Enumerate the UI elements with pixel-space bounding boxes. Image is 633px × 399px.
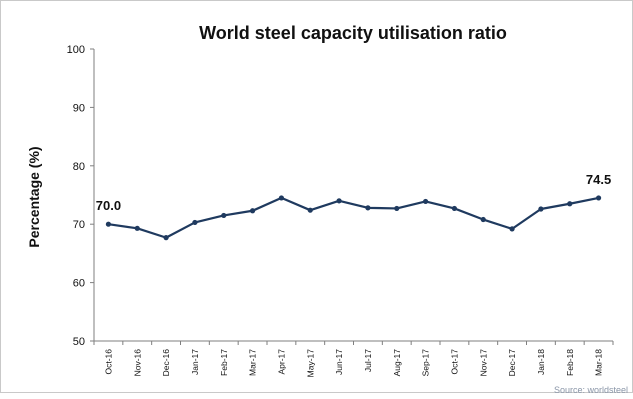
data-point (451, 205, 458, 212)
x-tick-label: Nov-17 (478, 349, 488, 377)
y-tick-label: 80 (73, 161, 85, 173)
y-tick-label: 50 (73, 336, 85, 348)
data-point (278, 195, 285, 201)
data-point (249, 208, 256, 214)
source-note: Source: worldsteel (554, 385, 628, 394)
series-line (108, 196, 599, 239)
data-label: 70.0 (96, 198, 121, 213)
data-point (394, 205, 400, 212)
x-tick-label: May-17 (305, 349, 315, 378)
x-tick-label: Jan-17 (190, 349, 200, 375)
data-label: 74.5 (586, 172, 611, 187)
data-point (509, 226, 515, 232)
x-tick-label: Feb-17 (219, 349, 229, 376)
data-point (422, 198, 429, 205)
data-point (365, 205, 371, 211)
x-tick-label: Feb-18 (565, 349, 575, 376)
x-tick-label: Aug-17 (392, 349, 402, 377)
data-labels: 70.0 74.5 (96, 172, 611, 213)
x-tick-label: Jul-17 (363, 349, 373, 372)
x-tick-label: Oct-16 (103, 349, 113, 375)
data-point (192, 219, 198, 226)
chart-title: World steel capacity utilisation ratio (199, 23, 507, 43)
data-point (567, 201, 573, 207)
x-tick-label: Oct-17 (449, 349, 459, 375)
y-tick-label: 70 (73, 219, 85, 231)
y-tick-label: 90 (73, 102, 85, 114)
x-tick-label: Sep-17 (421, 349, 431, 377)
data-point (595, 195, 602, 201)
data-point (221, 212, 227, 219)
axes: 50 60 70 80 90 100 Oct-16 Nov-16 Dec-16 Jan-17 Feb… (67, 44, 614, 378)
data-point (307, 207, 313, 213)
data-point (163, 235, 169, 241)
series-layer (105, 195, 602, 241)
x-tick-label: Mar-18 (594, 349, 604, 376)
x-tick-label: Mar-17 (248, 349, 258, 376)
data-point (134, 225, 140, 231)
x-tick-label: Jan-18 (536, 349, 546, 375)
data-point (538, 206, 544, 212)
y-tick-label: 100 (67, 44, 85, 56)
y-axis-label: Percentage (%) (26, 146, 42, 247)
data-point (480, 216, 486, 223)
y-tick-label: 60 (73, 278, 85, 290)
x-tick-label: Dec-17 (507, 349, 517, 377)
x-tick-label: Jun-17 (334, 349, 344, 375)
x-tick-label: Nov-16 (132, 349, 142, 377)
x-tick-label: Dec-16 (161, 349, 171, 377)
data-point (105, 221, 112, 227)
x-tick-label: Apr-17 (276, 349, 286, 375)
data-point (336, 198, 342, 204)
